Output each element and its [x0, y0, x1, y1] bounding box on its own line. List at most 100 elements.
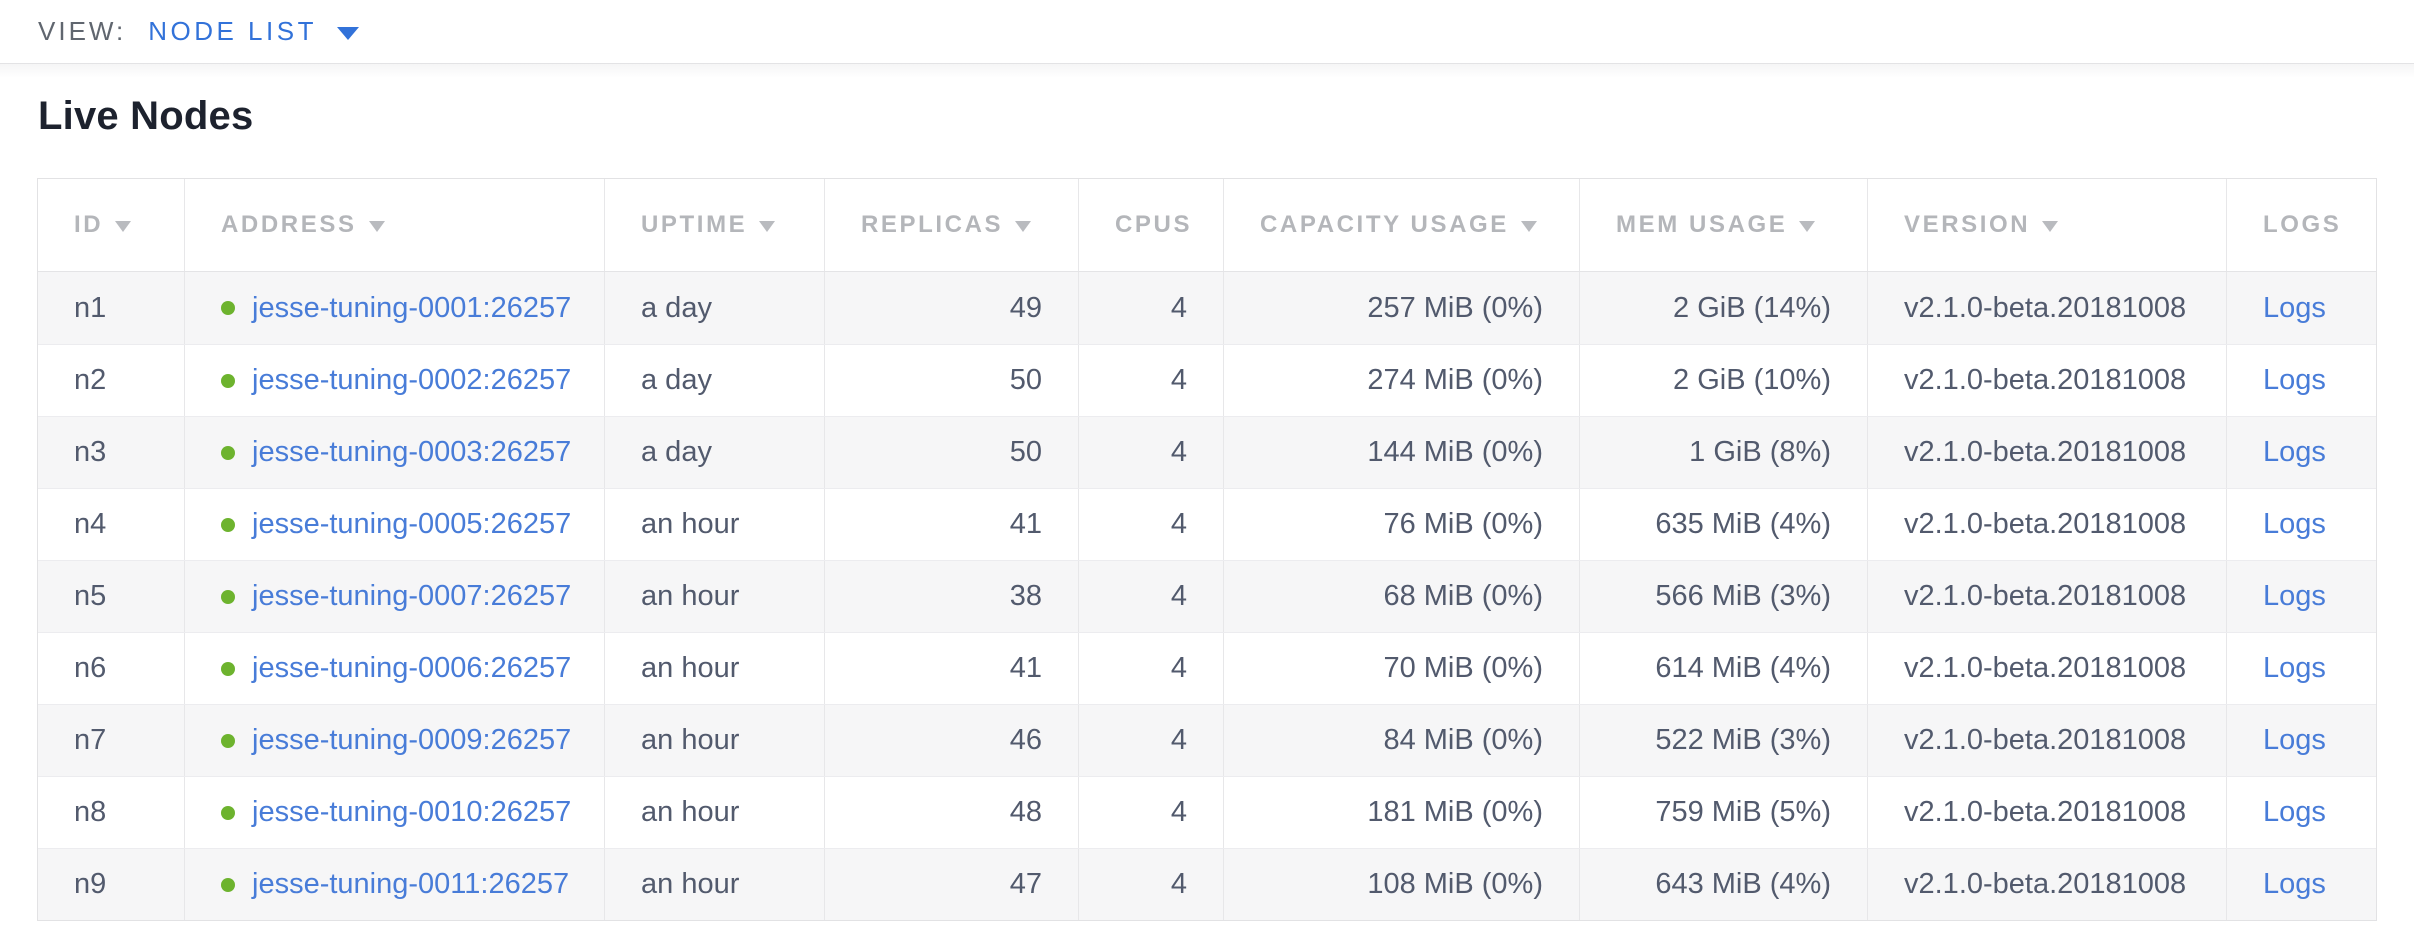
column-header-label: REPLICAS — [861, 211, 1004, 238]
cell-uptime: a day — [605, 417, 825, 488]
column-header[interactable]: LOGS — [2227, 179, 2376, 271]
cell-capacity-usage: 70 MiB (0%) — [1224, 633, 1580, 704]
cell-capacity-usage: 84 MiB (0%) — [1224, 705, 1580, 776]
node-status-icon — [221, 661, 235, 676]
view-selector-dropdown[interactable]: NODE LIST — [148, 16, 359, 47]
cell-capacity-usage: 144 MiB (0%) — [1224, 417, 1580, 488]
logs-link[interactable]: Logs — [2263, 364, 2326, 396]
sort-arrow-icon — [1799, 221, 1816, 232]
logs-link[interactable]: Logs — [2263, 796, 2326, 828]
column-header[interactable]: REPLICAS — [825, 179, 1079, 271]
view-bar: VIEW: NODE LIST — [0, 0, 2414, 78]
cell-cpus: 4 — [1079, 633, 1224, 704]
cell-node-id: n9 — [38, 849, 185, 920]
logs-link[interactable]: Logs — [2263, 868, 2326, 900]
table-body: n1 jesse-tuning-0001:26257 a day 49 4 25… — [38, 272, 2376, 920]
cell-logs: Logs — [2227, 633, 2376, 704]
cell-version: v2.1.0-beta.20181008 — [1868, 777, 2227, 848]
column-header-label: CPUS — [1115, 211, 1193, 238]
node-address-link[interactable]: jesse-tuning-0003:26257 — [252, 436, 572, 468]
cell-mem-usage: 1 GiB (8%) — [1580, 417, 1868, 488]
column-header-label: ADDRESS — [221, 211, 357, 238]
view-label: VIEW: — [38, 16, 127, 46]
sort-arrow-icon — [759, 221, 776, 232]
cell-mem-usage: 643 MiB (4%) — [1580, 849, 1868, 920]
live-nodes-table: ID ADDRESS UPTIME REPLICAS CPUS — [37, 178, 2377, 921]
cell-node-id: n1 — [38, 272, 185, 344]
column-header[interactable]: MEM USAGE — [1580, 179, 1868, 271]
logs-link[interactable]: Logs — [2263, 508, 2326, 540]
column-header-label: LOGS — [2263, 211, 2342, 238]
column-header[interactable]: CPUS — [1079, 179, 1224, 271]
node-status-icon — [221, 301, 235, 315]
cell-node-id: n8 — [38, 777, 185, 848]
cell-version: v2.1.0-beta.20181008 — [1868, 561, 2227, 632]
cell-version: v2.1.0-beta.20181008 — [1868, 345, 2227, 416]
cell-cpus: 4 — [1079, 417, 1224, 488]
cell-version: v2.1.0-beta.20181008 — [1868, 849, 2227, 920]
column-header[interactable]: UPTIME — [605, 179, 825, 271]
cell-mem-usage: 2 GiB (14%) — [1580, 272, 1868, 344]
logs-link[interactable]: Logs — [2263, 291, 2326, 324]
table-row: n3 jesse-tuning-0003:26257 a day 50 4 14… — [38, 416, 2376, 488]
cell-uptime: a day — [605, 345, 825, 416]
column-header-label: MEM USAGE — [1616, 211, 1788, 238]
cell-cpus: 4 — [1079, 777, 1224, 848]
cell-node-id: n2 — [38, 345, 185, 416]
cell-address: jesse-tuning-0003:26257 — [185, 417, 605, 488]
node-status-icon — [221, 517, 235, 532]
node-address-link[interactable]: jesse-tuning-0002:26257 — [252, 364, 572, 396]
cell-replicas: 41 — [825, 633, 1079, 704]
logs-link[interactable]: Logs — [2263, 724, 2326, 756]
logs-link[interactable]: Logs — [2263, 580, 2326, 612]
cell-uptime: an hour — [605, 489, 825, 560]
column-header[interactable]: ID — [38, 179, 185, 271]
table-row: n6 jesse-tuning-0006:26257 an hour 41 4 … — [38, 632, 2376, 704]
table-row: n7 jesse-tuning-0009:26257 an hour 46 4 … — [38, 704, 2376, 776]
column-header[interactable]: CAPACITY USAGE — [1224, 179, 1580, 271]
node-address-link[interactable]: jesse-tuning-0009:26257 — [252, 724, 572, 756]
column-header[interactable]: VERSION — [1868, 179, 2227, 271]
column-header-label: VERSION — [1904, 211, 2031, 238]
node-address-link[interactable]: jesse-tuning-0006:26257 — [252, 652, 572, 684]
column-header[interactable]: ADDRESS — [185, 179, 605, 271]
cell-capacity-usage: 68 MiB (0%) — [1224, 561, 1580, 632]
node-address-link[interactable]: jesse-tuning-0005:26257 — [252, 508, 572, 540]
table-header-row: ID ADDRESS UPTIME REPLICAS CPUS — [38, 179, 2376, 272]
sort-arrow-icon — [115, 221, 132, 232]
cell-node-id: n4 — [38, 489, 185, 560]
cell-address: jesse-tuning-0010:26257 — [185, 777, 605, 848]
logs-link[interactable]: Logs — [2263, 436, 2326, 468]
cell-uptime: an hour — [605, 705, 825, 776]
cell-mem-usage: 635 MiB (4%) — [1580, 489, 1868, 560]
logs-link[interactable]: Logs — [2263, 652, 2326, 684]
node-address-link[interactable]: jesse-tuning-0010:26257 — [252, 796, 572, 828]
cell-mem-usage: 759 MiB (5%) — [1580, 777, 1868, 848]
node-address-link[interactable]: jesse-tuning-0001:26257 — [252, 291, 572, 324]
cell-address: jesse-tuning-0007:26257 — [185, 561, 605, 632]
cell-uptime: an hour — [605, 561, 825, 632]
cell-cpus: 4 — [1079, 272, 1224, 344]
cell-node-id: n5 — [38, 561, 185, 632]
cell-node-id: n6 — [38, 633, 185, 704]
column-header-label: CAPACITY USAGE — [1260, 211, 1509, 238]
node-status-icon — [221, 877, 235, 892]
table-row: n4 jesse-tuning-0005:26257 an hour 41 4 … — [38, 488, 2376, 560]
cell-logs: Logs — [2227, 272, 2376, 344]
node-address-link[interactable]: jesse-tuning-0011:26257 — [252, 868, 570, 900]
cell-replicas: 46 — [825, 705, 1079, 776]
cell-uptime: a day — [605, 272, 825, 344]
cell-capacity-usage: 76 MiB (0%) — [1224, 489, 1580, 560]
cell-version: v2.1.0-beta.20181008 — [1868, 417, 2227, 488]
sort-arrow-icon — [1015, 221, 1032, 232]
cell-address: jesse-tuning-0011:26257 — [185, 849, 605, 920]
cell-version: v2.1.0-beta.20181008 — [1868, 489, 2227, 560]
page-title: Live Nodes — [38, 94, 254, 138]
caret-down-icon — [336, 27, 359, 40]
node-address-link[interactable]: jesse-tuning-0007:26257 — [252, 580, 572, 612]
node-status-icon — [221, 373, 235, 388]
cell-version: v2.1.0-beta.20181008 — [1868, 633, 2227, 704]
cell-address: jesse-tuning-0001:26257 — [185, 272, 605, 344]
cell-uptime: an hour — [605, 849, 825, 920]
cell-cpus: 4 — [1079, 849, 1224, 920]
